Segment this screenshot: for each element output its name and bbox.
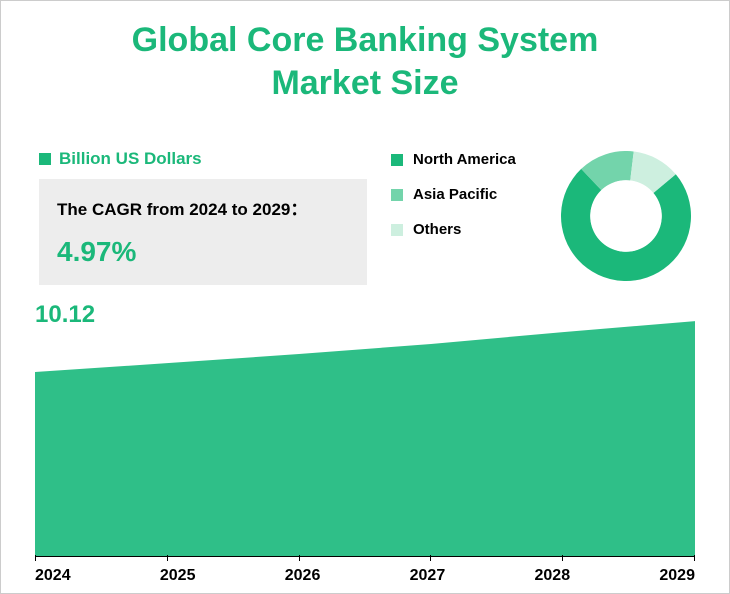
x-axis-label: 2027 — [410, 567, 446, 585]
x-axis-label: 2024 — [35, 567, 71, 585]
title-line-2: Market Size — [271, 64, 458, 102]
donut-legend-label: Asia Pacific — [413, 186, 497, 203]
donut-hole — [590, 180, 662, 252]
donut-chart — [561, 151, 691, 281]
chart-title: Global Core Banking System Market Size — [1, 1, 729, 104]
x-axis-label: 2026 — [285, 567, 321, 585]
x-axis-tick — [694, 555, 695, 561]
donut-legend-label: North America — [413, 151, 516, 168]
cagr-callout: The CAGR from 2024 to 2029： 4.97% — [39, 179, 367, 285]
chart-frame: Global Core Banking System Market Size B… — [0, 0, 730, 594]
legend-swatch-icon — [391, 154, 403, 166]
x-axis-label: 2029 — [659, 567, 695, 585]
area-chart — [35, 301, 695, 557]
donut-legend-item: Others — [391, 221, 516, 238]
x-axis-labels: 2024 2025 2026 2027 2028 2029 — [35, 567, 695, 585]
area-svg — [35, 301, 695, 557]
title-line-1: Global Core Banking System — [132, 21, 599, 59]
x-axis-label: 2025 — [160, 567, 196, 585]
x-axis-tick — [167, 555, 168, 561]
x-axis-ticks — [35, 555, 695, 563]
y-axis-legend-label: Billion US Dollars — [59, 149, 202, 169]
cagr-value: 4.97% — [57, 236, 349, 268]
area-fill — [35, 321, 695, 557]
donut-svg — [561, 151, 691, 281]
x-axis-tick — [562, 555, 563, 561]
x-axis-tick — [299, 555, 300, 561]
x-axis-tick — [35, 555, 36, 561]
donut-legend-item: Asia Pacific — [391, 186, 516, 203]
legend-marker-icon — [39, 153, 51, 165]
legend-swatch-icon — [391, 224, 403, 236]
cagr-text: The CAGR from 2024 to 2029： — [57, 195, 349, 220]
donut-legend: North America Asia Pacific Others — [391, 151, 516, 256]
donut-legend-label: Others — [413, 221, 461, 238]
donut-legend-item: North America — [391, 151, 516, 168]
y-axis-legend: Billion US Dollars — [39, 149, 202, 169]
x-axis-label: 2028 — [535, 567, 571, 585]
legend-swatch-icon — [391, 189, 403, 201]
x-axis-tick — [430, 555, 431, 561]
